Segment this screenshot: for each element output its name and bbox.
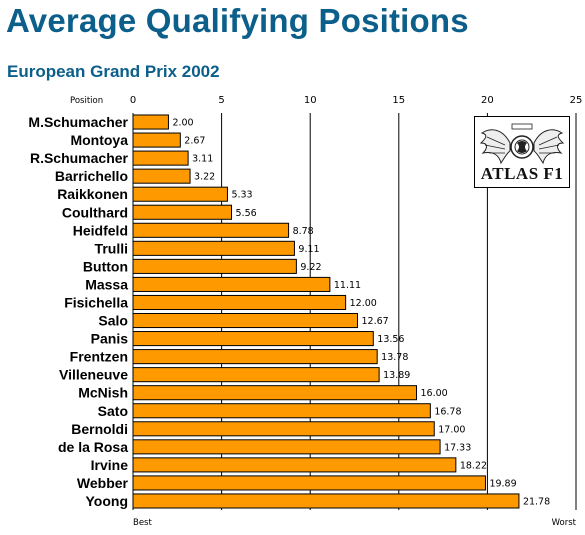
data-label: 9.22 (300, 262, 321, 273)
data-label: 12.67 (362, 316, 389, 327)
category-label: Sato (98, 403, 128, 419)
chart-subtitle: European Grand Prix 2002 (7, 62, 220, 81)
category-label: Fisichella (64, 294, 128, 310)
tick-label: 0 (130, 95, 136, 106)
bar (132, 493, 520, 509)
data-label: 12.00 (350, 298, 377, 309)
winged-emblem-icon (479, 123, 565, 165)
bar (132, 294, 347, 311)
bar (132, 186, 228, 202)
data-label: 11.11 (334, 280, 361, 291)
category-label: Montoya (70, 132, 128, 148)
bars (132, 114, 520, 509)
data-label: 2.67 (184, 136, 205, 147)
category-label: McNish (78, 385, 128, 401)
atlas-f1-logo: ATLAS F1 (474, 116, 570, 188)
data-label: 8.78 (293, 226, 314, 237)
data-label: 3.11 (192, 154, 213, 165)
category-label: Heidfeld (73, 222, 128, 238)
axis-start-label: Best (133, 518, 152, 528)
bar (132, 367, 380, 383)
category-labels: M.Schumacher Montoya R.Schumacher Barrichel… (28, 114, 128, 509)
bar (132, 168, 191, 184)
category-label: Panis (91, 331, 129, 347)
bar (132, 204, 233, 220)
bar (132, 114, 169, 130)
tick-label: 10 (304, 95, 317, 106)
data-label: 17.33 (444, 442, 471, 453)
category-label: M.Schumacher (28, 114, 128, 130)
category-label: de la Rosa (58, 439, 128, 455)
logo-text: ATLAS F1 (480, 164, 564, 183)
data-label: 21.78 (523, 496, 550, 507)
bar (132, 150, 189, 166)
tick-label: 15 (392, 95, 405, 106)
category-label: R.Schumacher (30, 150, 129, 166)
tick-label: 20 (481, 95, 494, 106)
data-label: 13.78 (381, 352, 408, 363)
category-label: Trulli (95, 240, 128, 256)
category-label: Raikkonen (57, 186, 128, 202)
data-label: 13.56 (377, 334, 404, 345)
data-label: 19.89 (489, 478, 516, 489)
category-label: Barrichello (55, 168, 128, 184)
bar (132, 222, 290, 238)
category-label: Yoong (85, 493, 128, 509)
data-label: 18.22 (460, 460, 487, 471)
data-label: 17.00 (438, 424, 465, 435)
category-label: Frentzen (70, 349, 128, 365)
category-label: Villeneuve (59, 367, 128, 383)
bar (132, 385, 418, 401)
tick-label: 25 (570, 95, 583, 106)
axis-label: Position (70, 96, 103, 106)
bar (132, 331, 374, 347)
data-label: 9.11 (298, 244, 319, 255)
bar (132, 132, 181, 148)
data-label: 5.56 (236, 208, 257, 219)
category-label: Coulthard (62, 204, 128, 220)
bar (132, 457, 457, 473)
bar (132, 439, 441, 455)
category-label: Bernoldi (71, 421, 128, 437)
category-label: Button (83, 258, 128, 274)
chart-title: Average Qualifying Positions (6, 2, 469, 39)
category-label: Irvine (91, 457, 129, 473)
bar (132, 240, 295, 256)
value-labels: 2.00 2.67 3.11 3.22 5.33 5.56 8.78 9.11 9.22 11.1… (172, 118, 550, 508)
data-label: 3.22 (194, 172, 215, 183)
data-label: 2.00 (172, 118, 193, 129)
bar (132, 403, 431, 419)
bar (132, 475, 486, 491)
data-label: 16.00 (421, 388, 448, 399)
bar (132, 349, 378, 365)
bar (132, 312, 359, 329)
axis-end-label: Worst (552, 518, 577, 528)
bar (132, 421, 435, 437)
data-label: 13.89 (383, 370, 410, 381)
category-label: Webber (77, 475, 129, 491)
data-label: 5.33 (231, 190, 252, 201)
category-label: Salo (98, 313, 128, 329)
axis-ticks: 0 5 10 15 20 25 (130, 95, 583, 106)
data-label: 16.78 (434, 406, 461, 417)
bar (132, 276, 331, 292)
tick-label: 5 (218, 95, 224, 106)
category-label: Massa (85, 276, 128, 292)
bar (132, 258, 297, 274)
